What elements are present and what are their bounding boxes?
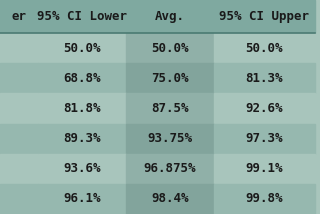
Bar [126,94,214,124]
Bar [214,0,315,33]
Bar [214,33,315,63]
Bar [0,94,38,124]
Bar [0,63,38,94]
Text: 50.0%: 50.0% [245,42,283,55]
Text: 95% CI Lower: 95% CI Lower [37,10,127,23]
Bar [38,0,126,33]
Bar [214,124,315,154]
Text: 98.4%: 98.4% [151,192,189,205]
Text: 81.3%: 81.3% [245,72,283,85]
Bar [0,124,38,154]
Bar [0,154,38,184]
Bar [0,33,38,63]
Bar [38,33,126,63]
Bar [38,184,126,214]
Text: 99.1%: 99.1% [245,162,283,175]
Bar [38,94,126,124]
Bar [38,124,126,154]
Bar [214,63,315,94]
Bar [126,63,214,94]
Text: 96.875%: 96.875% [144,162,196,175]
Bar [126,184,214,214]
Text: 92.6%: 92.6% [245,102,283,115]
Text: 75.0%: 75.0% [151,72,189,85]
Text: 89.3%: 89.3% [63,132,100,145]
Text: 50.0%: 50.0% [151,42,189,55]
Bar [38,154,126,184]
Bar [214,94,315,124]
Text: 95% CI Upper: 95% CI Upper [219,10,309,23]
Text: 87.5%: 87.5% [151,102,189,115]
Text: 99.8%: 99.8% [245,192,283,205]
Text: 50.0%: 50.0% [63,42,100,55]
Bar [0,0,38,33]
Text: 93.6%: 93.6% [63,162,100,175]
Text: 93.75%: 93.75% [148,132,192,145]
Bar [38,63,126,94]
Bar [126,154,214,184]
Text: er: er [12,10,26,23]
Bar [126,0,214,33]
Bar [126,124,214,154]
Bar [214,184,315,214]
Bar [126,33,214,63]
Bar [0,184,38,214]
Text: 81.8%: 81.8% [63,102,100,115]
Text: 96.1%: 96.1% [63,192,100,205]
Text: 68.8%: 68.8% [63,72,100,85]
Bar [214,154,315,184]
Text: 97.3%: 97.3% [245,132,283,145]
Text: Avg.: Avg. [155,10,185,23]
